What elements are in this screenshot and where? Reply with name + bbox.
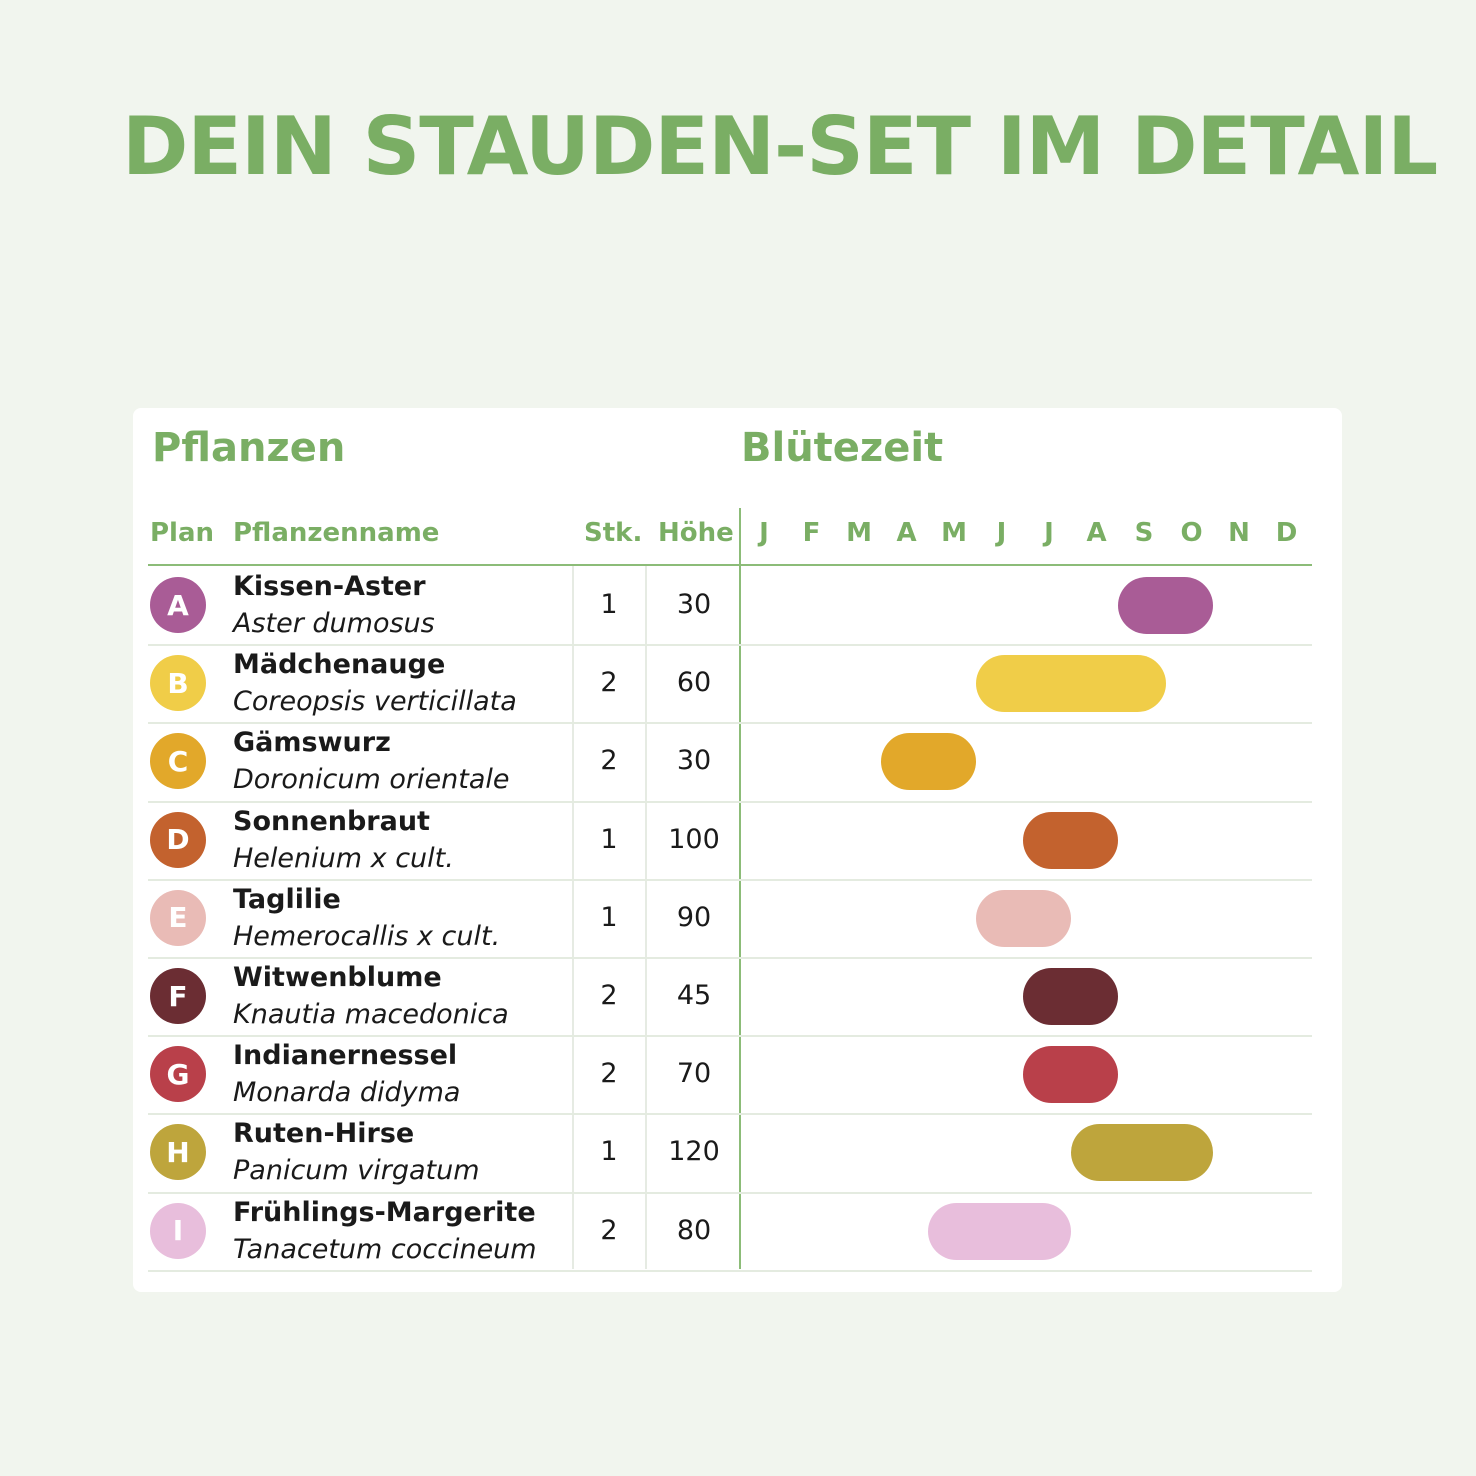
row-divider: [148, 800, 1312, 803]
plant-latin-name: Monarda didyma: [233, 1077, 461, 1109]
header-divider: [148, 564, 1312, 566]
plant-height: 30: [676, 745, 712, 777]
row-divider: [148, 878, 1312, 881]
month-label: S: [1134, 518, 1154, 548]
table-row: E Taglilie Hemerocallis x cult. 1 90: [148, 880, 1312, 958]
column-header-height: Höhe: [658, 518, 734, 548]
plant-count: 1: [600, 1136, 618, 1168]
table-row: I Frühlings-Margerite Tanacetum coccineum 2…: [148, 1193, 1312, 1271]
row-divider: [148, 722, 1312, 725]
bloom-bar: [975, 655, 1166, 713]
month-label: J: [1044, 518, 1054, 548]
plant-count: 2: [600, 745, 618, 777]
plant-name: Taglilie: [233, 883, 341, 915]
plan-badge: G: [150, 1046, 206, 1103]
plant-name: Indianernessel: [233, 1040, 458, 1072]
plant-latin-name: Tanacetum coccineum: [233, 1233, 537, 1265]
plants-heading: Pflanzen: [152, 425, 346, 471]
plant-count: 2: [600, 980, 618, 1011]
bloom-bar: [1023, 968, 1118, 1025]
plant-height: 120: [668, 1136, 720, 1168]
bloom-bar: [880, 733, 976, 791]
table-row: F Witwenblume Knautia macedonica 2 45: [148, 958, 1312, 1036]
plant-latin-name: Panicum virgatum: [233, 1155, 480, 1187]
plant-height: 80: [676, 1214, 712, 1246]
month-label: J: [996, 518, 1007, 548]
month-label: F: [802, 518, 821, 548]
row-divider: [148, 644, 1312, 647]
plant-name: Mädchenauge: [233, 649, 446, 681]
table-row: C Gämswurz Doronicum orientale 2 30: [148, 723, 1312, 801]
plant-count: 1: [600, 901, 618, 933]
table-row: A Kissen-Aster Aster dumosus 1 30: [148, 567, 1312, 645]
plant-count: 2: [600, 667, 618, 699]
bloom-bar: [1023, 811, 1118, 869]
month-label: A: [896, 518, 917, 548]
bloom-bar: [1070, 1124, 1213, 1182]
plant-latin-name: Hemerocallis x cult.: [233, 920, 501, 952]
plant-height: 90: [676, 901, 712, 933]
bloom-bar: [928, 1202, 1071, 1260]
plant-latin-name: Helenium x cult.: [233, 842, 454, 874]
plant-count: 1: [600, 589, 618, 620]
plant-name: Kissen-Aster: [233, 571, 426, 602]
height-column-divider: [645, 566, 647, 1269]
row-divider: [148, 1113, 1312, 1116]
plant-name: Frühlings-Margerite: [233, 1196, 536, 1228]
month-label: D: [1275, 518, 1298, 548]
bloom-bar: [975, 889, 1071, 947]
bloom-bar: [1023, 1046, 1118, 1104]
plant-count: 2: [600, 1058, 618, 1090]
plan-badge: H: [150, 1124, 206, 1181]
plant-name: Sonnenbraut: [233, 805, 430, 837]
column-header-name: Pflanzenname: [233, 518, 440, 548]
month-label: O: [1180, 518, 1203, 548]
table-row: B Mädchenauge Coreopsis verticillata 2 60: [148, 645, 1312, 723]
timeline-divider: [739, 508, 741, 1269]
bloom-bar: [1118, 577, 1213, 634]
plan-badge: E: [150, 889, 206, 946]
bloom-heading: Blütezeit: [741, 425, 944, 471]
plant-latin-name: Aster dumosus: [233, 608, 435, 639]
plant-name: Gämswurz: [233, 727, 391, 759]
row-divider: [148, 957, 1312, 959]
month-label: N: [1228, 518, 1250, 548]
plant-height: 70: [676, 1058, 712, 1090]
column-header-count: Stk.: [584, 518, 643, 548]
plant-count: 1: [600, 823, 618, 855]
month-label: A: [1086, 518, 1107, 548]
plant-count: 2: [600, 1214, 618, 1246]
plan-badge: F: [150, 968, 206, 1024]
plan-badge: A: [150, 577, 206, 633]
table-row: H Ruten-Hirse Panicum virgatum 1 120: [148, 1114, 1312, 1192]
plan-badge: D: [150, 811, 206, 868]
plan-badge: C: [150, 733, 206, 790]
month-label: M: [941, 518, 967, 548]
plant-height: 60: [676, 667, 712, 699]
row-divider: [148, 1191, 1312, 1194]
row-divider: [148, 1269, 1312, 1272]
month-label: M: [846, 518, 872, 548]
page-title: DEIN STAUDEN-SET IM DETAIL: [122, 100, 1438, 193]
column-header-plan: Plan: [150, 518, 215, 548]
plant-name: Witwenblume: [233, 962, 442, 993]
plant-latin-name: Doronicum orientale: [233, 764, 510, 796]
row-divider: [148, 1035, 1312, 1038]
plan-badge: I: [150, 1202, 206, 1259]
plan-badge: B: [150, 655, 206, 712]
plant-latin-name: Knautia macedonica: [233, 999, 509, 1030]
plant-latin-name: Coreopsis verticillata: [233, 686, 517, 718]
plant-height: 45: [676, 980, 712, 1011]
count-column-divider: [572, 566, 574, 1269]
plant-height: 30: [676, 589, 712, 620]
month-label: J: [759, 518, 769, 548]
plant-height: 100: [668, 823, 720, 855]
table-row: G Indianernessel Monarda didyma 2 70: [148, 1036, 1312, 1114]
table-row: D Sonnenbraut Helenium x cult. 1 100: [148, 802, 1312, 880]
plant-name: Ruten-Hirse: [233, 1118, 415, 1150]
